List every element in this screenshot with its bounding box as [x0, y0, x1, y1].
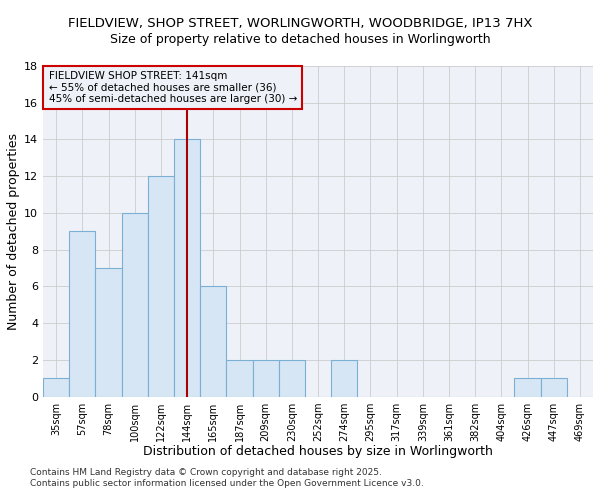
- Text: Contains HM Land Registry data © Crown copyright and database right 2025.
Contai: Contains HM Land Registry data © Crown c…: [30, 468, 424, 487]
- Text: Size of property relative to detached houses in Worlingworth: Size of property relative to detached ho…: [110, 32, 490, 46]
- Bar: [122, 213, 148, 396]
- Bar: [279, 360, 305, 397]
- Bar: [226, 360, 253, 397]
- Bar: [253, 360, 279, 397]
- Y-axis label: Number of detached properties: Number of detached properties: [7, 132, 20, 330]
- Bar: [514, 378, 541, 396]
- Bar: [69, 231, 95, 396]
- Bar: [43, 378, 69, 396]
- Text: FIELDVIEW, SHOP STREET, WORLINGWORTH, WOODBRIDGE, IP13 7HX: FIELDVIEW, SHOP STREET, WORLINGWORTH, WO…: [68, 18, 532, 30]
- Bar: [174, 140, 200, 396]
- Bar: [200, 286, 226, 397]
- Text: FIELDVIEW SHOP STREET: 141sqm
← 55% of detached houses are smaller (36)
45% of s: FIELDVIEW SHOP STREET: 141sqm ← 55% of d…: [49, 71, 297, 104]
- X-axis label: Distribution of detached houses by size in Worlingworth: Distribution of detached houses by size …: [143, 445, 493, 458]
- Bar: [331, 360, 358, 397]
- Bar: [541, 378, 567, 396]
- Bar: [95, 268, 122, 396]
- Bar: [148, 176, 174, 396]
